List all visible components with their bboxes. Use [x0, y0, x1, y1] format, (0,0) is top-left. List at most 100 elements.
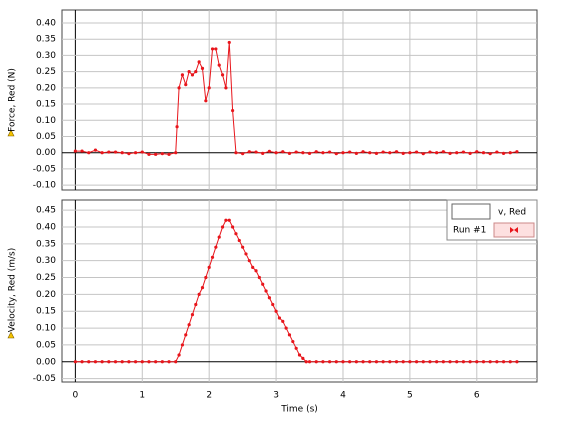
- data-point: [501, 151, 506, 155]
- data-point: [175, 125, 179, 129]
- data-point: [194, 302, 198, 307]
- data-point: [301, 356, 305, 361]
- data-point: [241, 245, 245, 249]
- data-point: [284, 326, 288, 330]
- plot-area: [61, 9, 538, 191]
- data-point: [368, 151, 372, 155]
- data-point: [388, 151, 392, 155]
- data-point: [140, 150, 144, 154]
- data-point: [414, 150, 419, 154]
- data-point: [354, 151, 358, 155]
- data-point: [301, 151, 305, 155]
- data-point: [100, 360, 104, 364]
- data-point: [455, 360, 459, 364]
- data-point: [73, 360, 77, 364]
- data-point: [361, 150, 365, 154]
- data-point: [441, 360, 445, 364]
- data-point: [287, 151, 292, 155]
- data-point: [80, 360, 84, 364]
- data-point: [237, 238, 241, 243]
- data-point: [435, 360, 439, 364]
- data-point: [204, 275, 208, 280]
- data-point: [244, 252, 248, 256]
- data-point: [251, 265, 255, 270]
- warning-icon: [7, 129, 15, 137]
- data-point: [515, 360, 519, 364]
- data-point: [127, 152, 131, 156]
- data-point: [508, 360, 512, 364]
- data-point: [147, 152, 151, 156]
- data-point: [184, 333, 188, 337]
- data-point: [495, 150, 499, 154]
- x-tick-label: 4: [340, 391, 346, 401]
- data-point: [187, 70, 191, 74]
- y-tick-label: 0.05: [36, 340, 56, 350]
- data-point: [281, 319, 285, 323]
- y-tick-label: 0.45: [36, 206, 56, 216]
- data-point: [291, 339, 295, 344]
- data-point: [261, 151, 265, 155]
- data-point: [441, 150, 445, 154]
- data-point: [461, 360, 466, 364]
- data-point: [495, 360, 499, 364]
- legend-entry: v, Red: [498, 208, 526, 218]
- y-tick-label: 0.15: [36, 100, 56, 110]
- data-point: [107, 150, 111, 154]
- y-tick-label: 0.20: [36, 290, 56, 300]
- y-tick-label: 0.15: [36, 307, 56, 317]
- data-point: [187, 323, 191, 327]
- y-tick-label: 0.25: [36, 273, 56, 283]
- y-tick-label: 0.05: [36, 132, 56, 142]
- data-point: [154, 360, 158, 364]
- data-point: [120, 360, 124, 364]
- data-point: [113, 150, 118, 154]
- data-point: [334, 152, 338, 156]
- data-point: [200, 286, 205, 290]
- data-point: [140, 360, 144, 364]
- data-point: [160, 360, 164, 364]
- data-point: [304, 360, 308, 364]
- data-point: [220, 225, 225, 229]
- legend-run: Run #1: [453, 226, 486, 236]
- data-point: [294, 150, 298, 154]
- x-tick-label: 6: [474, 391, 480, 401]
- data-point: [341, 151, 345, 155]
- data-point: [321, 360, 325, 364]
- data-point: [224, 218, 228, 222]
- data-point: [230, 108, 235, 113]
- data-point: [361, 360, 365, 364]
- data-point: [87, 151, 91, 155]
- data-point: [428, 150, 432, 154]
- data-point: [468, 151, 472, 155]
- data-point: [254, 150, 258, 154]
- data-point: [321, 151, 325, 155]
- x-axis-label: Time (s): [280, 405, 318, 415]
- data-point: [127, 360, 131, 364]
- data-point: [217, 235, 221, 239]
- data-point: [194, 70, 198, 74]
- data-point: [481, 360, 486, 364]
- data-point: [481, 151, 486, 155]
- data-point: [227, 40, 231, 45]
- data-point: [368, 360, 372, 364]
- data-point: [234, 232, 238, 236]
- data-point: [348, 360, 352, 364]
- data-point: [374, 360, 379, 364]
- data-point: [501, 360, 506, 364]
- data-point: [274, 309, 278, 313]
- data-point: [220, 73, 225, 77]
- x-tick-label: 3: [273, 391, 279, 401]
- warning-icon: [7, 331, 15, 339]
- data-point: [107, 360, 111, 364]
- x-tick-label: 1: [139, 391, 145, 401]
- data-point: [421, 152, 425, 156]
- data-point: [264, 289, 268, 293]
- data-point: [204, 99, 208, 103]
- data-point: [227, 218, 231, 222]
- data-point: [100, 151, 104, 155]
- data-point: [120, 151, 124, 155]
- data-point: [267, 149, 271, 154]
- data-point: [160, 152, 164, 156]
- y-tick-label: 0.30: [36, 51, 56, 61]
